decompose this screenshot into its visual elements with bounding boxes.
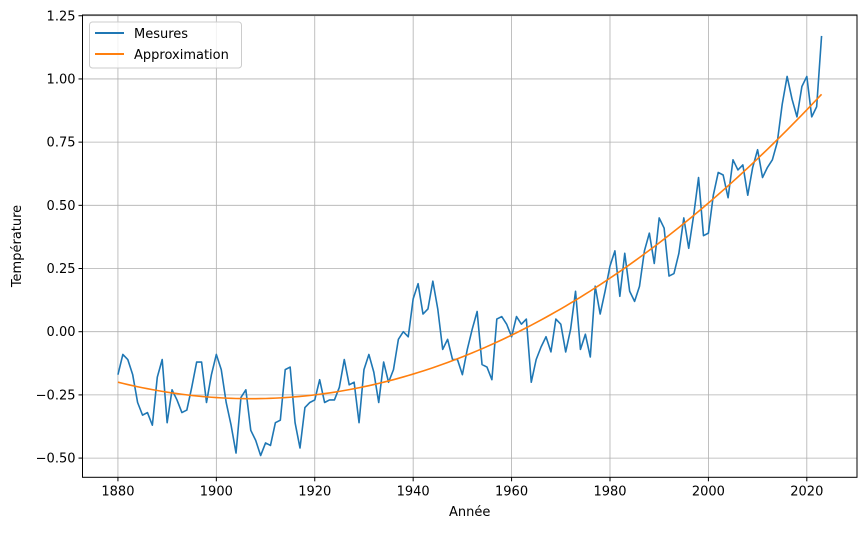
x-tick-label: 1920 <box>298 484 331 499</box>
x-tick-label: 1900 <box>200 484 233 499</box>
x-axis-ticks: 1880 1900 1920 1940 1960 1980 2000 2020 <box>101 477 823 499</box>
legend: Mesures Approximation <box>89 21 242 69</box>
grid-lines <box>82 15 857 478</box>
y-tick-label: 0.50 <box>47 199 76 214</box>
x-axis-label: Année <box>449 505 490 520</box>
y-tick-label: 0.25 <box>47 262 76 277</box>
series-lines <box>117 35 823 457</box>
series-line-mesures <box>117 35 823 457</box>
legend-label-mesures: Mesures <box>134 27 188 42</box>
x-tick-label: 1880 <box>101 484 134 499</box>
x-tick-label: 2020 <box>790 484 823 499</box>
y-axis-label: Température <box>10 205 25 288</box>
y-tick-label: 0.75 <box>47 136 76 151</box>
legend-box <box>89 21 242 69</box>
x-tick-label: 2000 <box>692 484 725 499</box>
y-tick-label: 1.00 <box>47 72 76 87</box>
y-tick-label: −0.25 <box>36 388 76 403</box>
y-tick-label: −0.50 <box>36 452 76 467</box>
x-tick-label: 1980 <box>593 484 626 499</box>
axes-frame <box>82 14 858 478</box>
series-line-approximation <box>117 93 823 400</box>
legend-label-approximation: Approximation <box>134 48 229 63</box>
y-axis-ticks: −0.50 −0.25 0.00 0.25 0.50 0.75 1.00 1.25 <box>36 9 83 467</box>
y-tick-label: 0.00 <box>47 325 76 340</box>
x-tick-label: 1940 <box>397 484 430 499</box>
y-tick-label: 1.25 <box>47 9 76 24</box>
x-tick-label: 1960 <box>495 484 528 499</box>
